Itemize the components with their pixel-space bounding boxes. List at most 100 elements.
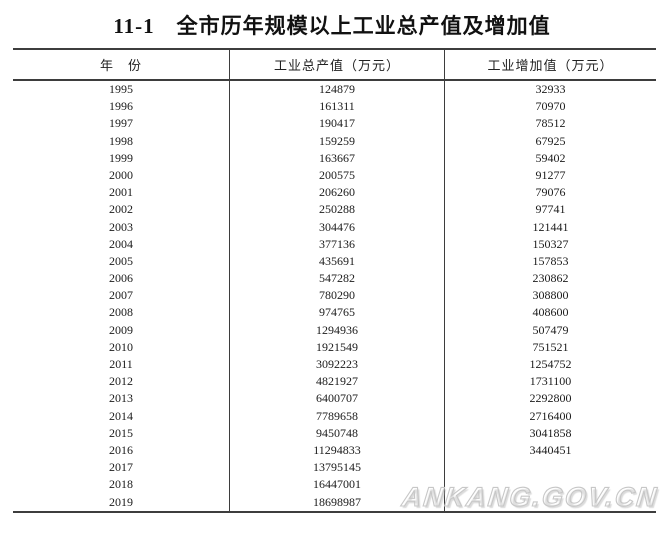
table-row: 2007 780290 308800 [13, 287, 656, 305]
table-row: 2019 18698987 [13, 493, 656, 511]
year-cell: 2002 [13, 201, 230, 219]
year-cell: 2013 [13, 390, 230, 408]
added-value-cell: 751521 [532, 339, 569, 354]
gross-output-cell: 304476 [230, 218, 445, 236]
year-cell: 2018 [13, 476, 230, 494]
added-value-cell: 157853 [532, 253, 569, 268]
gross-output-cell: 377136 [230, 235, 445, 253]
gross-output-cell: 206260 [230, 184, 445, 202]
added-value-cell: 3041858 [529, 425, 572, 440]
gross-output-cell: 13795145 [230, 459, 445, 477]
year-cell: 2004 [13, 235, 230, 253]
table-row: 1999 163667 59402 [13, 149, 656, 167]
gross-output-cell: 3092223 [230, 356, 445, 374]
year-cell: 1998 [13, 132, 230, 150]
gross-output-cell: 163667 [230, 149, 445, 167]
table-row: 1996 161311 70970 [13, 98, 656, 116]
added-value-cell: 121441 [532, 219, 569, 234]
gross-output-cell: 7789658 [230, 407, 445, 425]
gross-output-cell: 250288 [230, 201, 445, 219]
year-cell: 2016 [13, 441, 230, 460]
table-row: 2015 9450748 3041858 [13, 424, 656, 442]
gross-output-cell: 974765 [230, 304, 445, 322]
gross-output-cell: 4821927 [230, 373, 445, 391]
added-value-cell: 59402 [535, 150, 566, 165]
gross-output-cell: 1921549 [230, 338, 445, 356]
added-value-cell: 97741 [535, 202, 566, 217]
added-value-cell: 3440451 [529, 442, 572, 457]
added-value-cell: 308800 [532, 288, 569, 303]
table-row: 2006 547282 230862 [13, 270, 656, 288]
table-header-row: 年 份 工业总产值（万元） 工业增加值（万元） [13, 50, 656, 81]
year-cell: 2017 [13, 459, 230, 477]
table-row: 2011 3092223 1254752 [13, 356, 656, 374]
added-value-cell: 2716400 [529, 408, 572, 423]
year-cell: 2015 [13, 424, 230, 442]
gross-output-cell: 547282 [230, 270, 445, 288]
page-title: 11-1 全市历年规模以上工业总产值及增加值 [113, 14, 551, 38]
year-cell: 2009 [13, 321, 230, 339]
added-value-cell: 230862 [532, 271, 569, 286]
year-cell: 2019 [13, 493, 230, 511]
year-cell: 1995 [13, 81, 230, 99]
year-cell: 2008 [13, 304, 230, 322]
table-row: 2012 4821927 1731100 [13, 373, 656, 391]
year-cell: 2014 [13, 407, 230, 425]
added-value-cell [445, 476, 656, 493]
gross-output-cell: 200575 [230, 166, 445, 185]
year-cell: 2001 [13, 184, 230, 202]
table-row: 2013 6400707 2292800 [13, 390, 656, 408]
table-row: 2016 11294833 3440451 [13, 441, 656, 460]
table-row: 2008 974765 408600 [13, 304, 656, 322]
year-cell: 2007 [13, 287, 230, 305]
added-value-cell: 32933 [535, 82, 566, 96]
added-value-cell [445, 494, 656, 511]
table-row: 2014 7789658 2716400 [13, 407, 656, 425]
gross-output-cell: 780290 [230, 287, 445, 305]
gross-output-cell: 159259 [230, 132, 445, 150]
gross-output-cell: 16447001 [230, 476, 445, 494]
added-value-cell: 79076 [535, 185, 566, 200]
added-value-cell [445, 459, 656, 476]
year-cell: 2003 [13, 218, 230, 236]
year-cell: 1997 [13, 115, 230, 133]
gross-output-cell: 11294833 [230, 441, 445, 460]
table-row: 2009 1294936 507479 [13, 321, 656, 339]
column-header-gross-output: 工业总产值（万元） [230, 50, 445, 79]
gross-output-cell: 161311 [230, 98, 445, 116]
added-value-cell: 1731100 [529, 374, 572, 389]
year-cell: 2000 [13, 166, 230, 185]
gross-output-cell: 190417 [230, 115, 445, 133]
gross-output-cell: 9450748 [230, 424, 445, 442]
table-row: 2005 435691 157853 [13, 252, 656, 271]
statistics-table: 年 份 工业总产值（万元） 工业增加值（万元） 1995 124879 32933 1… [13, 48, 656, 513]
table-row: 2017 13795145 [13, 459, 656, 477]
year-cell: 2010 [13, 338, 230, 356]
column-header-year: 年 份 [13, 50, 230, 79]
year-cell: 2005 [13, 252, 230, 271]
added-value-cell: 67925 [535, 133, 566, 148]
year-cell: 1996 [13, 98, 230, 116]
added-value-cell: 1254752 [529, 357, 572, 371]
added-value-cell: 507479 [532, 322, 569, 337]
table-row: 2000 200575 91277 [13, 166, 656, 185]
added-value-cell: 70970 [535, 99, 566, 114]
added-value-cell: 2292800 [529, 391, 572, 406]
gross-output-cell: 18698987 [230, 493, 445, 511]
table-row: 2018 16447001 [13, 476, 656, 494]
year-cell: 2011 [13, 356, 230, 374]
added-value-cell: 78512 [535, 116, 566, 131]
gross-output-cell: 124879 [230, 81, 445, 99]
added-value-cell: 91277 [535, 167, 566, 182]
table-row: 2010 1921549 751521 [13, 338, 656, 356]
table-row: 2001 206260 79076 [13, 184, 656, 202]
column-header-added-value: 工业增加值（万元） [487, 58, 614, 73]
table-row: 1995 124879 32933 [13, 81, 656, 99]
gross-output-cell: 435691 [230, 252, 445, 271]
table-row: 2003 304476 121441 [13, 218, 656, 236]
table-row: 2004 377136 150327 [13, 235, 656, 253]
table-row: 1998 159259 67925 [13, 132, 656, 150]
year-cell: 1999 [13, 149, 230, 167]
year-cell: 2012 [13, 373, 230, 391]
